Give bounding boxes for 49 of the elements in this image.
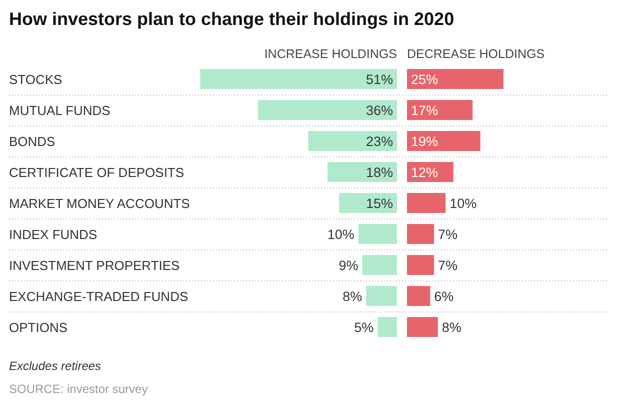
source-note: SOURCE: investor survey [9, 382, 148, 396]
data-label: 10% [450, 196, 477, 211]
bar [200, 69, 397, 89]
bar [407, 255, 434, 275]
bar [258, 100, 397, 120]
text: Excludes retirees [9, 359, 102, 373]
data-label: 15% [366, 196, 393, 211]
data-label: 12% [411, 165, 438, 180]
data-label: 5% [354, 320, 374, 335]
bar [366, 286, 397, 306]
data-label: 8% [442, 320, 462, 335]
y-tick-label: INVESTMENT PROPERTIES [9, 258, 180, 273]
y-tick-label: STOCKS [9, 72, 63, 87]
bar [407, 69, 504, 89]
bar [362, 255, 397, 275]
data-label: 10% [327, 227, 354, 242]
bar [328, 162, 397, 182]
bar [358, 224, 397, 244]
data-label: 9% [338, 258, 358, 273]
bar [308, 131, 397, 151]
bar [407, 193, 446, 213]
data-label: 18% [366, 165, 393, 180]
y-tick-label: MUTUAL FUNDS [9, 103, 111, 118]
data-label: 25% [411, 72, 438, 87]
y-tick-label: EXCHANGE-TRADED FUNDS [9, 289, 188, 304]
bar [407, 317, 438, 337]
data-label: 17% [411, 103, 438, 118]
bar [407, 224, 434, 244]
data-label: 6% [434, 289, 454, 304]
series-label: INCREASE HOLDINGS [264, 47, 397, 61]
y-tick-label: INDEX FUNDS [9, 227, 98, 242]
y-tick-label: MARKET MONEY ACCOUNTS [9, 196, 190, 211]
y-tick-label: OPTIONS [9, 320, 68, 335]
data-label: 51% [366, 72, 393, 87]
bar [378, 317, 397, 337]
data-label: 7% [438, 258, 458, 273]
data-label: 19% [411, 134, 438, 149]
chart-title: How investors plan to change their holdings in 2020 [9, 9, 454, 29]
data-label: 23% [366, 134, 393, 149]
series-label: DECREASE HOLDINGS [407, 47, 545, 61]
bar [339, 193, 397, 213]
y-tick-label: CERTIFICATE OF DEPOSITS [9, 165, 184, 180]
bar [407, 286, 430, 306]
y-tick-label: BONDS [9, 134, 56, 149]
data-label: 36% [366, 103, 393, 118]
bar [407, 131, 480, 151]
data-label: 7% [438, 227, 458, 242]
bar [407, 100, 473, 120]
data-label: 8% [342, 289, 362, 304]
